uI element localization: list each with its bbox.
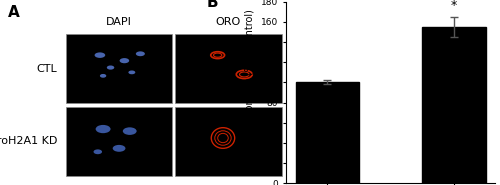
Ellipse shape bbox=[96, 125, 110, 133]
Bar bbox=[296, 83, 359, 183]
Text: ORO: ORO bbox=[216, 17, 241, 27]
Ellipse shape bbox=[94, 52, 105, 58]
Ellipse shape bbox=[100, 74, 106, 78]
Ellipse shape bbox=[128, 70, 136, 74]
Ellipse shape bbox=[112, 145, 126, 152]
FancyBboxPatch shape bbox=[66, 34, 172, 103]
Ellipse shape bbox=[136, 51, 145, 56]
Ellipse shape bbox=[120, 58, 129, 63]
Text: macroH2A1 KD: macroH2A1 KD bbox=[0, 137, 58, 147]
FancyBboxPatch shape bbox=[175, 34, 282, 103]
Ellipse shape bbox=[123, 127, 136, 135]
Text: A: A bbox=[8, 6, 20, 21]
Ellipse shape bbox=[94, 149, 102, 154]
Text: B: B bbox=[207, 0, 218, 10]
Text: CTL: CTL bbox=[37, 64, 58, 74]
Text: *: * bbox=[451, 0, 457, 12]
Text: DAPI: DAPI bbox=[106, 17, 132, 27]
Bar bbox=[422, 27, 486, 183]
Y-axis label: Triglyceride content (% of control): Triglyceride content (% of control) bbox=[245, 10, 255, 175]
FancyBboxPatch shape bbox=[66, 107, 172, 176]
Ellipse shape bbox=[107, 65, 114, 70]
FancyBboxPatch shape bbox=[175, 107, 282, 176]
